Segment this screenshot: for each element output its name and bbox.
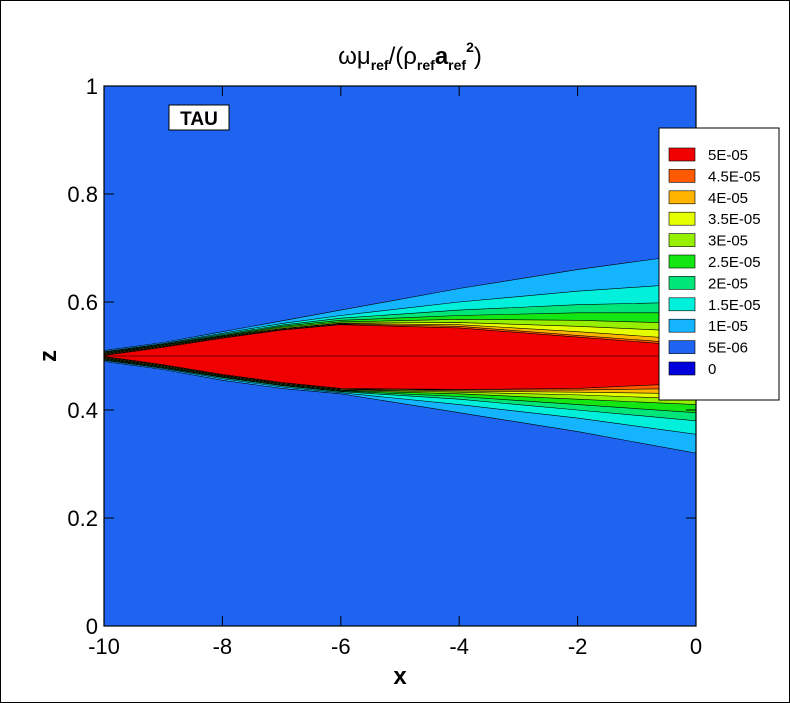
legend-swatch [668,190,696,205]
legend-swatch [668,254,696,269]
chart-title: ωμref/(ρrefaref2) [338,39,482,73]
y-tick-label: 1 [86,74,98,99]
title-part: ref [371,57,389,73]
legend-label: 5E-05 [708,147,748,164]
legend-swatch [668,233,696,247]
title-part: ωμ [338,43,371,70]
legend-swatch [668,276,696,290]
y-axis-label: z [35,350,62,362]
annotation: TAU [180,109,218,130]
y-tick-label: 0.4 [67,398,98,423]
y-tick-label: 0 [86,614,98,639]
legend-swatch [668,147,696,162]
legend-label: 0 [708,361,716,378]
contour-field [103,86,697,626]
legend-label: 2E-05 [708,275,748,292]
y-tick-label: 0.2 [67,506,98,531]
x-tick-label: -10 [88,634,120,659]
legend-label: 2.5E-05 [708,254,761,271]
x-axis-label: x [393,663,407,690]
x-tick-label: 0 [690,634,702,659]
x-tick-label: -8 [213,634,233,659]
x-tick-label: -6 [331,634,351,659]
legend-swatch [668,169,696,183]
title-part: ) [474,43,482,70]
legend-label: 1.5E-05 [708,297,761,314]
title-part: 2 [466,39,474,55]
x-tick-label: -4 [449,634,469,659]
legend-label: 4.5E-05 [708,168,761,185]
y-tick-label: 0.8 [67,182,98,207]
legend-label: 3E-05 [708,233,748,250]
legend-label: 4E-05 [708,190,748,207]
legend-swatch [668,340,696,354]
annotation-box [168,104,230,131]
title-part: /(ρ [389,43,417,70]
legend-swatch [668,318,696,333]
legend-swatch [668,297,696,312]
legend-swatch [668,211,696,226]
legend-swatch [668,361,696,376]
legend-label: 3.5E-05 [708,211,761,228]
title-part: ref [417,57,435,73]
legend-label: 1E-05 [708,318,748,335]
y-tick-label: 0.6 [67,290,98,315]
title-part: ref [448,57,466,73]
title-part: a [435,43,449,70]
axes: -10 -8 -6 -4 -2 000.20.40.60.81xzωμref/(ρrefa… [35,39,780,690]
x-tick-label: -2 [568,634,588,659]
legend-label: 5E-06 [708,340,748,357]
